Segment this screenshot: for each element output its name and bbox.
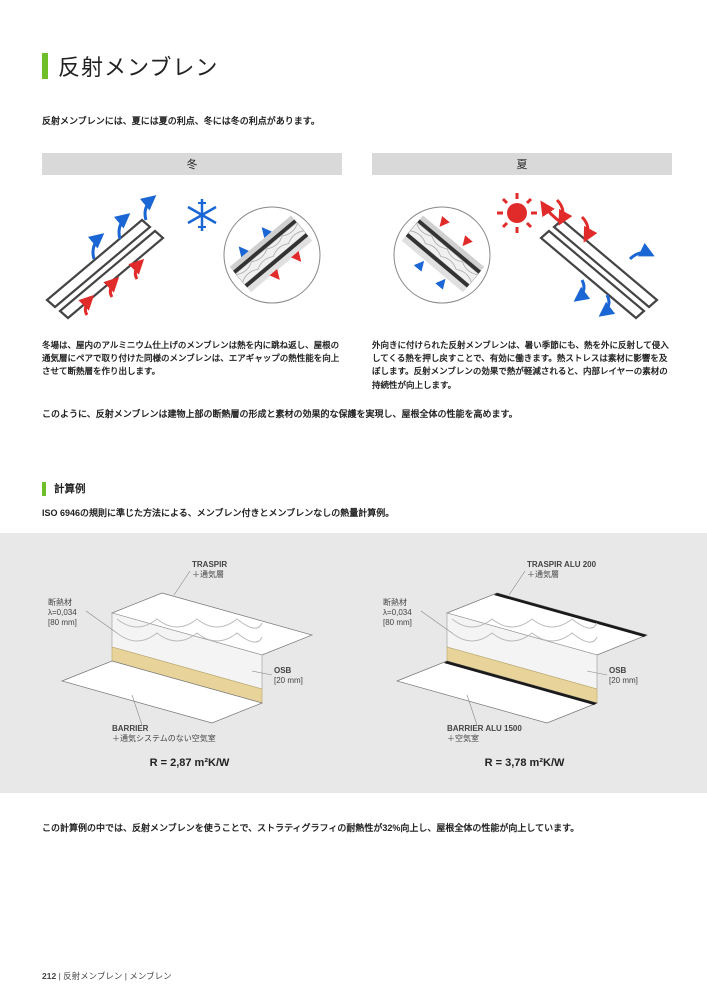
svg-text:OSB: OSB — [609, 666, 627, 675]
svg-text:＋通気層: ＋通気層 — [527, 569, 559, 579]
conclusion-text: この計算例の中では、反射メンブレンを使うことで、ストラティグラフィの耐熱性が32… — [42, 821, 665, 834]
calc-heading-row: 計算例 — [42, 481, 665, 496]
svg-text:＋通気層: ＋通気層 — [192, 569, 224, 579]
r-value-right: R = 3,78 m²K/W — [377, 757, 672, 769]
page-title: 反射メンブレン — [58, 50, 218, 82]
svg-text:BARRIER ALU 1500: BARRIER ALU 1500 — [447, 724, 522, 733]
r-value-left: R = 2,87 m²K/W — [42, 757, 337, 769]
svg-text:断熱材: 断熱材 — [48, 597, 72, 607]
svg-text:λ=0,034: λ=0,034 — [383, 608, 412, 617]
svg-text:[80 mm]: [80 mm] — [383, 618, 412, 627]
winter-column: 冬 — [42, 153, 342, 392]
page-footer: 212 | 反射メンブレン | メンブレン — [42, 970, 172, 982]
winter-text: 冬場は、屋内のアルミニウム仕上げのメンブレンは熱を内に跳ね返し、屋根の通気層にペ… — [42, 339, 342, 379]
svg-text:[20 mm]: [20 mm] — [609, 676, 638, 685]
svg-text:λ=0,034: λ=0,034 — [48, 608, 77, 617]
svg-text:BARRIER: BARRIER — [112, 724, 149, 733]
svg-text:＋通気システムのない空気室: ＋通気システムのない空気室 — [112, 733, 216, 743]
footer-crumb2: メンブレン — [129, 971, 171, 981]
svg-text:＋空気室: ＋空気室 — [447, 733, 479, 743]
winter-figure — [42, 185, 342, 325]
page-title-row: 反射メンブレン — [42, 50, 665, 82]
summer-column: 夏 — [372, 153, 672, 392]
calc-left: TRASPIR ＋通気層 断熱材 λ=0,034 [80 mm] OSB [20… — [42, 555, 337, 769]
intro-text: 反射メンブレンには、夏には夏の利点、冬には冬の利点があります。 — [42, 114, 665, 127]
summer-figure — [372, 185, 672, 325]
calc-band: TRASPIR ＋通気層 断熱材 λ=0,034 [80 mm] OSB [20… — [0, 533, 707, 793]
svg-text:断熱材: 断熱材 — [383, 597, 407, 607]
calc-left-figure: TRASPIR ＋通気層 断熱材 λ=0,034 [80 mm] OSB [20… — [42, 555, 337, 755]
calc-heading: 計算例 — [54, 481, 86, 496]
svg-text:TRASPIR ALU 200: TRASPIR ALU 200 — [527, 560, 597, 569]
svg-text:[80 mm]: [80 mm] — [48, 618, 77, 627]
sun-icon — [497, 193, 537, 233]
calc-right-figure: TRASPIR ALU 200 ＋通気層 断熱材 λ=0,034 [80 mm]… — [377, 555, 672, 755]
accent-bar-small — [42, 482, 46, 496]
calc-right: TRASPIR ALU 200 ＋通気層 断熱材 λ=0,034 [80 mm]… — [377, 555, 672, 769]
summer-text: 外向きに付けられた反射メンブレンは、暑い季節にも、熱を外に反射して侵入してくる熱… — [372, 339, 672, 392]
accent-bar — [42, 53, 48, 79]
footer-crumb1: 反射メンブレン — [63, 971, 122, 981]
summary-text: このように、反射メンブレンは建物上部の断熱層の形成と素材の効果的な保護を実現し、… — [42, 408, 665, 422]
winter-header: 冬 — [42, 153, 342, 175]
calc-desc: ISO 6946の規則に準じた方法による、メンブレン付きとメンブレンなしの熱量計… — [42, 506, 665, 519]
page-number: 212 — [42, 971, 56, 981]
summer-header: 夏 — [372, 153, 672, 175]
label-traspir: TRASPIR — [192, 560, 227, 569]
snowflake-icon — [188, 199, 216, 231]
svg-text:OSB: OSB — [274, 666, 292, 675]
seasons-row: 冬 — [42, 153, 665, 392]
svg-text:[20 mm]: [20 mm] — [274, 676, 303, 685]
